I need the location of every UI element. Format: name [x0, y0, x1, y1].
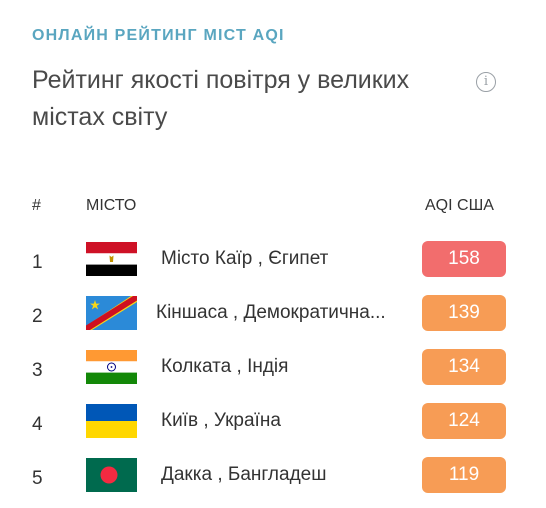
egypt-flag-icon	[86, 242, 137, 276]
info-icon[interactable]: i	[476, 72, 496, 92]
table-row[interactable]: 2 Кіншаса , Демократична... 139	[0, 295, 546, 333]
city-name[interactable]: Київ , Україна	[161, 410, 281, 431]
table-row[interactable]: 1 Місто Каїр , Єгипет 158	[0, 241, 546, 279]
column-header-aqi: AQI США	[425, 197, 494, 214]
aqi-badge: 119	[422, 457, 506, 493]
bangladesh-flag-icon	[86, 458, 137, 492]
rank-number: 2	[32, 306, 43, 327]
city-name[interactable]: Колката , Індія	[161, 356, 289, 377]
column-header-city: МІСТО	[86, 197, 137, 214]
aqi-badge: 134	[422, 349, 506, 385]
page-title: Рейтинг якості повітря у великих містах …	[32, 66, 410, 131]
ukraine-flag-icon	[86, 404, 137, 438]
rank-number: 4	[32, 414, 43, 435]
eyebrow-label: ОНЛАЙН РЕЙТИНГ МІСТ AQI	[32, 27, 285, 44]
rank-number: 3	[32, 360, 43, 381]
table-row[interactable]: 3 Колката , Індія 134	[0, 349, 546, 387]
dr-congo-flag-icon	[86, 296, 137, 330]
city-name[interactable]: Дакка , Бангладеш	[161, 464, 327, 485]
city-name[interactable]: Місто Каїр , Єгипет	[161, 248, 329, 269]
table-row[interactable]: 4 Київ , Україна 124	[0, 403, 546, 441]
city-name[interactable]: Кіншаса , Демократична...	[156, 302, 386, 323]
india-flag-icon	[86, 350, 137, 384]
aqi-badge: 158	[422, 241, 506, 277]
column-header-rank: #	[32, 197, 41, 214]
aqi-badge: 139	[422, 295, 506, 331]
table-row[interactable]: 5 Дакка , Бангладеш 119	[0, 457, 546, 495]
rank-number: 5	[32, 468, 43, 489]
aqi-badge: 124	[422, 403, 506, 439]
rank-number: 1	[32, 252, 43, 273]
